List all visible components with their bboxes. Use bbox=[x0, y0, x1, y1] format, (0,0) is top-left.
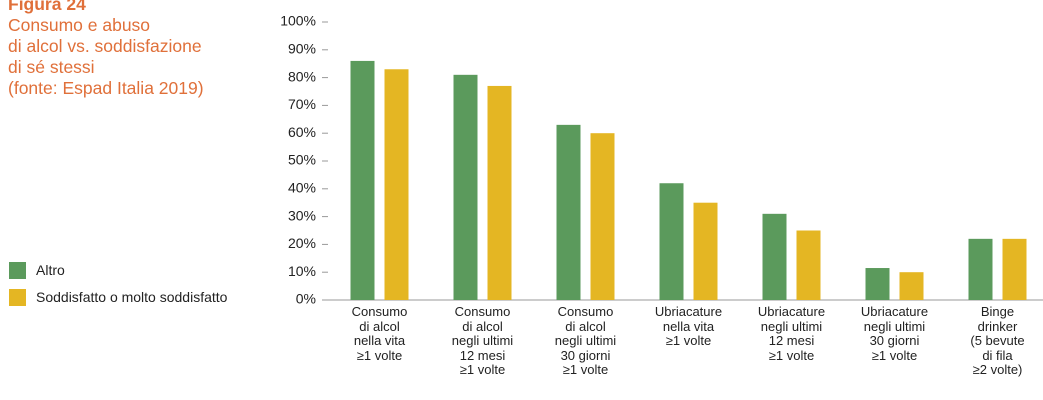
bar bbox=[659, 183, 684, 300]
y-tick-label: 40% bbox=[288, 180, 316, 196]
y-tick-label: 20% bbox=[288, 235, 316, 251]
chart-title: Figura 24 bbox=[8, 0, 86, 14]
bar bbox=[487, 85, 512, 300]
bar bbox=[762, 213, 787, 300]
bar bbox=[384, 69, 409, 300]
bar bbox=[453, 74, 478, 300]
y-tick-label: 50% bbox=[288, 152, 316, 168]
y-tick-label: 80% bbox=[288, 68, 316, 84]
y-tick-label: 100% bbox=[280, 13, 316, 29]
y-tick-label: 90% bbox=[288, 41, 316, 57]
y-tick-label: 0% bbox=[296, 291, 316, 307]
bar bbox=[693, 202, 718, 300]
x-tick-label: Consumo di alcol negli ultimi 12 mesi ≥1… bbox=[451, 304, 514, 377]
x-tick-label: Consumo di alcol negli ultimi 30 giorni … bbox=[554, 304, 617, 377]
bar bbox=[865, 268, 890, 300]
chart-subtitle: di alcol vs. soddisfazione bbox=[8, 36, 202, 56]
x-tick-label: Binge drinker (5 bevute di fila ≥2 volte… bbox=[970, 304, 1025, 377]
x-tick-label: Consumo di alcol nella vita ≥1 volte bbox=[351, 304, 408, 363]
bar bbox=[899, 272, 924, 300]
x-tick-label: Ubriacature negli ultimi 30 giorni ≥1 vo… bbox=[860, 304, 929, 363]
bar bbox=[556, 124, 581, 300]
bar bbox=[350, 60, 375, 300]
legend-swatch bbox=[9, 289, 26, 306]
legend-label: Altro bbox=[36, 262, 65, 278]
chart-subtitle: Consumo e abuso bbox=[8, 15, 151, 35]
x-tick-label: Ubriacature nella vita ≥1 volte bbox=[654, 304, 723, 348]
bar bbox=[796, 230, 821, 300]
y-tick-label: 70% bbox=[288, 96, 316, 112]
y-tick-label: 10% bbox=[288, 263, 316, 279]
x-tick-label: Ubriacature negli ultimi 12 mesi ≥1 volt… bbox=[757, 304, 826, 363]
legend-label: Soddisfatto o molto soddisfatto bbox=[36, 289, 228, 305]
y-tick-label: 60% bbox=[288, 124, 316, 140]
y-tick-label: 30% bbox=[288, 207, 316, 223]
chart-subtitle: di sé stessi bbox=[8, 57, 95, 77]
bar bbox=[590, 133, 615, 300]
bar bbox=[1002, 238, 1027, 300]
chart-subtitle: (fonte: Espad Italia 2019) bbox=[8, 78, 204, 98]
legend-swatch bbox=[9, 262, 26, 279]
bar bbox=[968, 238, 993, 300]
